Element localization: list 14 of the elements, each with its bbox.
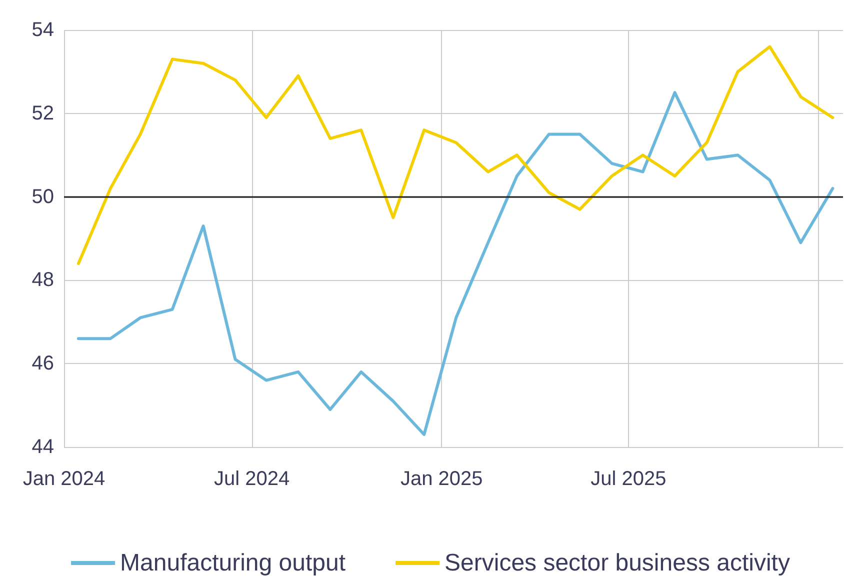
x-tick-label: Jul 2025	[590, 468, 666, 490]
y-tick-label: 48	[32, 269, 54, 292]
legend-label: Services sector business activity	[444, 550, 790, 576]
y-tick-label: 44	[32, 436, 54, 458]
line-series	[76, 45, 834, 266]
y-tick-label: 52	[32, 102, 54, 124]
line-series	[76, 91, 834, 436]
x-tick-label: Jan 2025	[400, 468, 483, 490]
legend-label: Manufacturing output	[120, 550, 346, 576]
y-tick-label: 50	[32, 186, 54, 208]
x-tick-label: Jul 2024	[214, 468, 290, 490]
x-tick-label: Jan 2024	[22, 468, 106, 490]
y-tick-label: 54	[32, 19, 54, 41]
y-tick-label: 46	[32, 352, 54, 375]
